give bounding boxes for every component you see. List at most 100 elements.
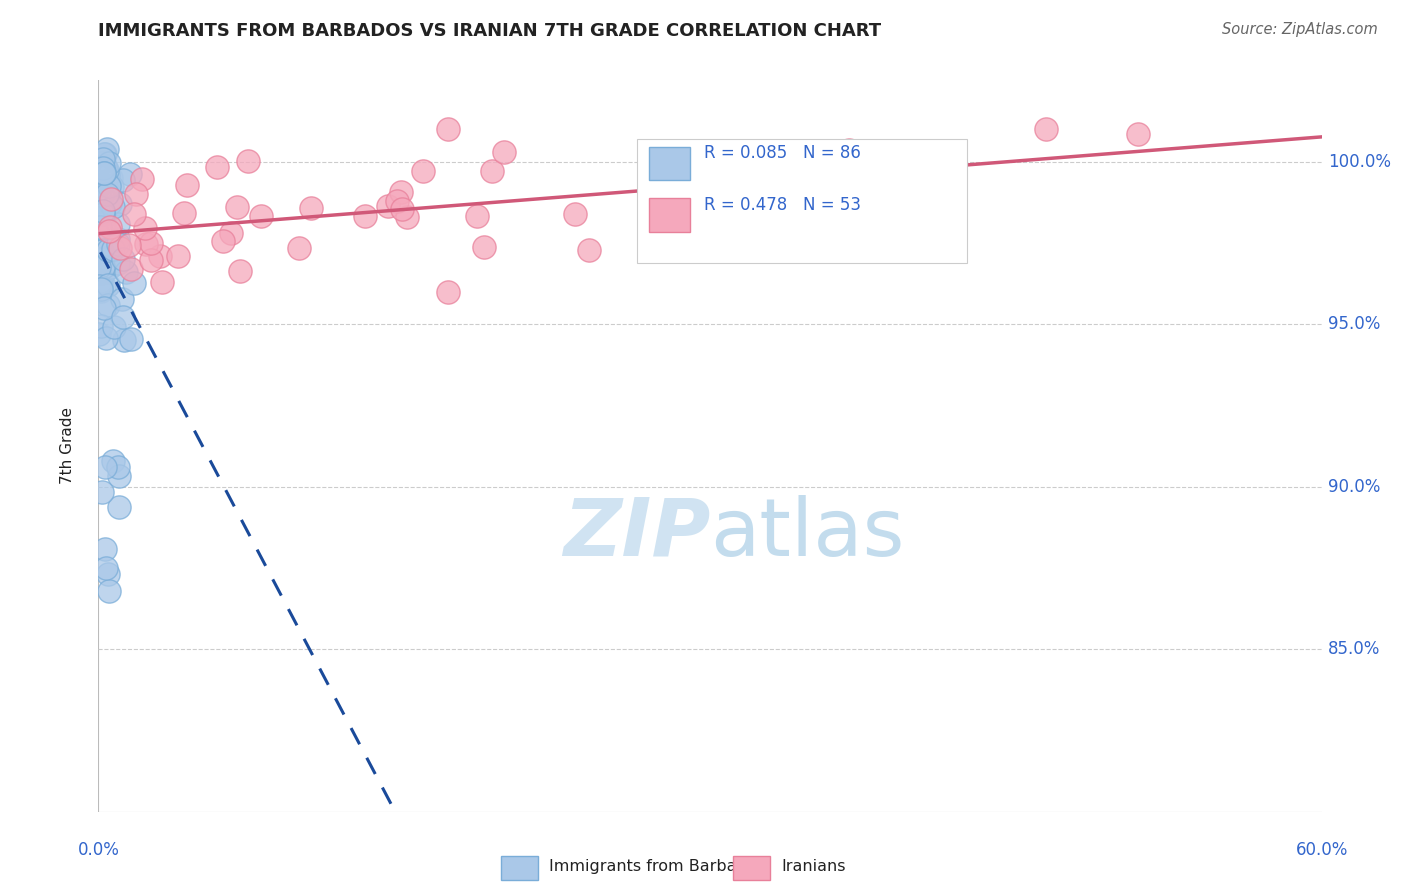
Text: IMMIGRANTS FROM BARBADOS VS IRANIAN 7TH GRADE CORRELATION CHART: IMMIGRANTS FROM BARBADOS VS IRANIAN 7TH … xyxy=(98,22,882,40)
Point xyxy=(93,147,115,161)
Point xyxy=(111,310,134,324)
Point xyxy=(112,333,135,347)
Point xyxy=(91,263,114,277)
Point xyxy=(97,168,120,182)
Point xyxy=(103,320,125,334)
Point xyxy=(815,199,838,213)
Point xyxy=(91,485,114,500)
Point xyxy=(120,262,142,277)
Point xyxy=(91,152,114,166)
Point xyxy=(93,215,115,229)
Point xyxy=(863,159,886,173)
Point xyxy=(91,244,114,259)
Point xyxy=(131,172,153,186)
Point xyxy=(89,277,111,291)
Point xyxy=(90,275,112,289)
Point xyxy=(139,253,162,268)
Point xyxy=(229,264,252,278)
Point xyxy=(90,279,112,293)
Point xyxy=(100,170,122,185)
Point xyxy=(98,260,121,274)
Point xyxy=(97,186,120,200)
Point xyxy=(91,168,114,182)
Point xyxy=(89,266,111,280)
Point xyxy=(89,327,111,342)
Text: Iranians: Iranians xyxy=(780,859,845,874)
Point xyxy=(564,206,586,220)
Point xyxy=(107,255,129,269)
Point xyxy=(103,201,125,215)
Point xyxy=(150,275,173,289)
Point xyxy=(89,166,111,180)
Point xyxy=(107,236,129,251)
Point xyxy=(97,278,120,293)
Point xyxy=(125,187,148,202)
Point xyxy=(97,298,120,312)
FancyBboxPatch shape xyxy=(648,147,690,180)
Point xyxy=(94,164,117,178)
Point xyxy=(219,227,242,241)
Point xyxy=(97,583,120,598)
Point xyxy=(96,142,118,156)
Point xyxy=(412,164,434,178)
Point xyxy=(97,156,120,170)
Point xyxy=(111,173,134,187)
Point xyxy=(682,153,704,168)
Point xyxy=(89,219,111,234)
Point xyxy=(89,188,111,202)
Point xyxy=(90,318,112,333)
Point xyxy=(94,331,117,345)
Point xyxy=(91,161,114,175)
Point xyxy=(114,265,136,279)
Point xyxy=(838,143,860,157)
Point xyxy=(101,242,124,256)
Point xyxy=(93,301,115,315)
Point xyxy=(120,332,142,346)
Point xyxy=(91,252,114,266)
Point xyxy=(112,252,135,267)
Point xyxy=(827,158,849,172)
Point xyxy=(385,194,408,208)
Point xyxy=(90,284,112,298)
Point xyxy=(396,210,419,224)
Point xyxy=(238,154,260,169)
Point xyxy=(91,207,114,221)
FancyBboxPatch shape xyxy=(734,855,770,880)
Point xyxy=(124,276,146,290)
Point xyxy=(97,244,120,258)
Point xyxy=(467,209,489,223)
Point xyxy=(91,188,114,202)
Point xyxy=(437,122,460,136)
Text: 85.0%: 85.0% xyxy=(1327,640,1381,658)
Point xyxy=(89,279,111,293)
Text: 95.0%: 95.0% xyxy=(1327,315,1381,333)
Point xyxy=(472,240,495,254)
Point xyxy=(93,166,115,180)
Text: R = 0.478   N = 53: R = 0.478 N = 53 xyxy=(704,195,860,213)
Point xyxy=(91,154,114,169)
Point xyxy=(288,241,311,255)
Point xyxy=(110,241,132,255)
Point xyxy=(100,179,122,194)
Text: Immigrants from Barbados: Immigrants from Barbados xyxy=(548,859,765,874)
Point xyxy=(389,185,412,199)
Point xyxy=(226,200,249,214)
Point xyxy=(97,224,120,238)
Point xyxy=(212,234,235,248)
Point xyxy=(250,209,273,223)
Point xyxy=(578,244,600,258)
Point xyxy=(124,207,146,221)
Point xyxy=(887,197,910,211)
Point xyxy=(89,156,111,170)
Point xyxy=(94,159,117,173)
Point xyxy=(205,160,228,174)
Point xyxy=(1128,127,1150,141)
FancyBboxPatch shape xyxy=(648,198,690,232)
Point xyxy=(166,249,188,263)
Point xyxy=(91,222,114,236)
Point xyxy=(377,199,399,213)
Point xyxy=(93,146,115,161)
Point xyxy=(107,217,129,231)
Point xyxy=(89,178,111,192)
Point xyxy=(90,170,112,185)
